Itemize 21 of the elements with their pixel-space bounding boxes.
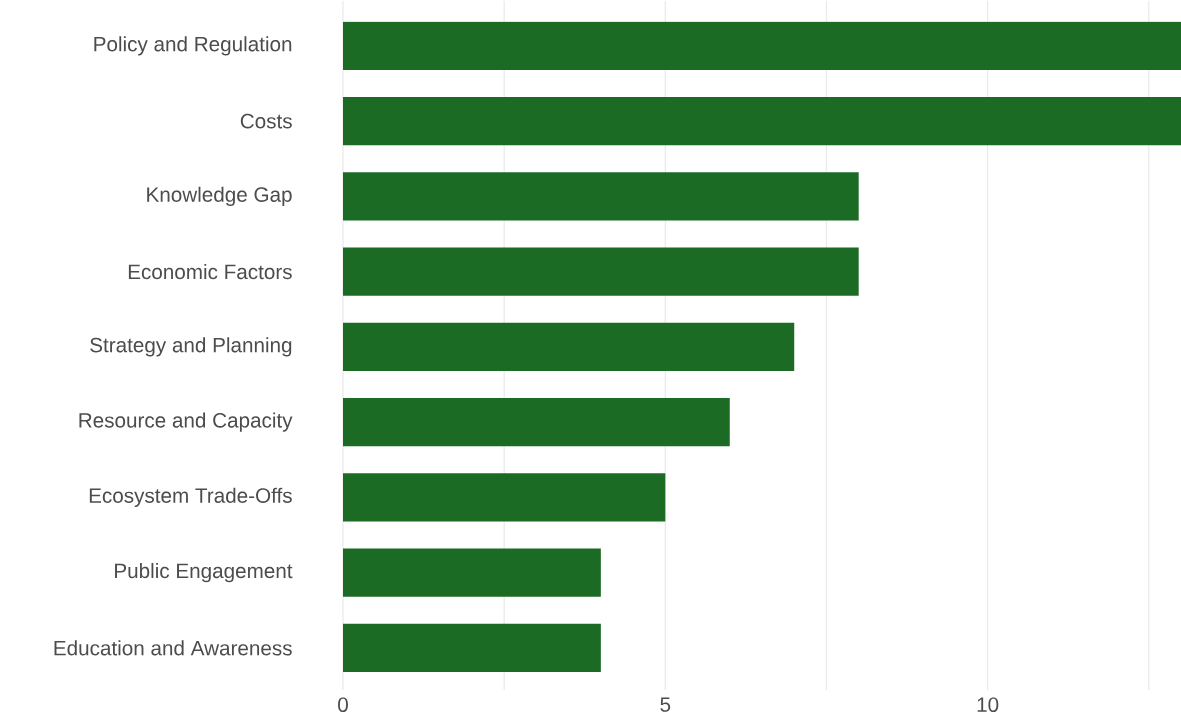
y-tick-label: Resource and Capacity [79, 412, 293, 432]
y-tick-label: Strategy and Planning [90, 337, 292, 357]
y-tick-label: Economic Factors [128, 264, 292, 280]
y-tick-label: Education and Awareness [54, 640, 292, 656]
y-tick-label: Costs [240, 113, 292, 129]
y-tick-label: Policy and Regulation [94, 36, 292, 56]
bar [343, 623, 601, 672]
y-tick-label: Ecosystem Trade-Offs [89, 487, 292, 507]
bar [343, 473, 666, 522]
y-tick-label: Public Engagement [115, 562, 293, 583]
bar [343, 398, 730, 447]
bar [343, 21, 1181, 70]
bar [343, 97, 1181, 146]
y-tick-label: Knowledge Gap [147, 186, 292, 206]
x-tick-label: 0 [338, 697, 348, 713]
bar [343, 247, 859, 296]
bar [343, 172, 859, 221]
x-tick-label: 5 [660, 697, 671, 712]
x-tick-label: 10 [977, 697, 999, 713]
bar [343, 548, 601, 597]
bar [343, 322, 795, 371]
